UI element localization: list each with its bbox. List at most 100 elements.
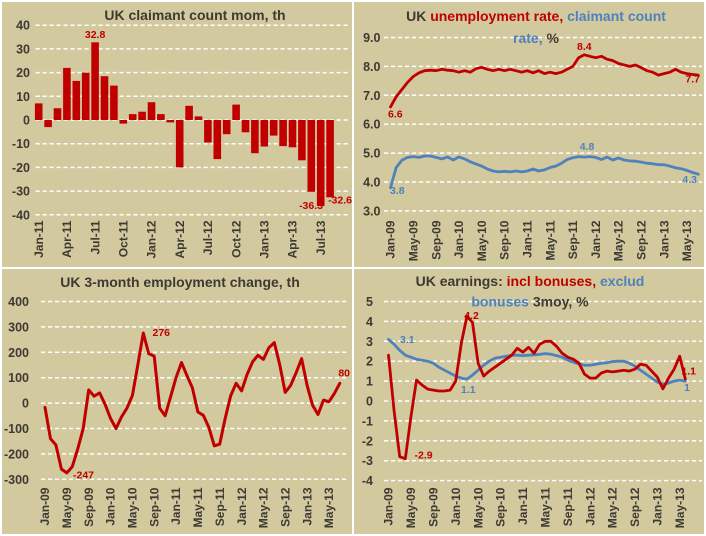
svg-text:Jan-10: Jan-10 <box>104 487 118 525</box>
svg-text:Jan-13: Jan-13 <box>258 220 272 258</box>
svg-text:1.1: 1.1 <box>461 384 476 396</box>
svg-text:May-12: May-12 <box>257 487 271 528</box>
svg-text:Jan-13: Jan-13 <box>651 487 665 525</box>
svg-text:-200: -200 <box>4 447 29 461</box>
svg-text:Jan-10: Jan-10 <box>449 487 463 525</box>
svg-text:UK unemployment rate, claimant: UK unemployment rate, claimant count <box>406 8 666 24</box>
svg-text:May-11: May-11 <box>543 220 557 260</box>
svg-text:May-10: May-10 <box>126 487 140 528</box>
svg-text:Sep-12: Sep-12 <box>635 220 649 260</box>
svg-text:May-12: May-12 <box>606 487 620 528</box>
svg-text:UK claimant count mom, th: UK claimant count mom, th <box>104 7 285 23</box>
svg-text:Jan-10: Jan-10 <box>452 220 466 258</box>
svg-text:5: 5 <box>366 295 373 309</box>
svg-text:Jul-11: Jul-11 <box>88 220 102 254</box>
svg-text:Jan-12: Jan-12 <box>145 220 159 258</box>
svg-text:-20: -20 <box>12 161 30 175</box>
svg-text:Sep-09: Sep-09 <box>427 487 441 527</box>
svg-text:May-09: May-09 <box>407 220 421 261</box>
svg-text:Jul-13: Jul-13 <box>314 220 328 255</box>
svg-text:4: 4 <box>366 315 373 329</box>
svg-text:3.1: 3.1 <box>400 334 415 346</box>
svg-text:Apr-12: Apr-12 <box>173 220 187 258</box>
svg-text:May-13: May-13 <box>673 487 687 528</box>
svg-text:276: 276 <box>153 327 171 339</box>
svg-text:0: 0 <box>22 397 29 411</box>
svg-text:Oct-12: Oct-12 <box>229 220 243 258</box>
svg-text:4.0: 4.0 <box>363 176 380 190</box>
svg-text:rate, %: rate, % <box>513 30 559 46</box>
svg-text:Sep-10: Sep-10 <box>494 487 508 527</box>
svg-text:-247: -247 <box>73 469 94 481</box>
svg-text:May-12: May-12 <box>612 220 626 261</box>
svg-text:-4: -4 <box>362 474 373 488</box>
svg-text:Sep-09: Sep-09 <box>429 220 443 260</box>
svg-text:May-09: May-09 <box>60 487 74 528</box>
svg-text:4.3: 4.3 <box>682 174 697 186</box>
svg-text:Oct-11: Oct-11 <box>117 220 131 257</box>
svg-text:bonuses 3moy, %: bonuses 3moy, % <box>471 294 589 310</box>
svg-text:40: 40 <box>16 19 30 33</box>
svg-text:Sep-12: Sep-12 <box>628 487 642 527</box>
svg-text:8.0: 8.0 <box>363 60 380 74</box>
svg-text:400: 400 <box>8 295 29 309</box>
svg-text:3.0: 3.0 <box>363 204 380 218</box>
svg-text:Jan-13: Jan-13 <box>657 220 671 258</box>
svg-text:200: 200 <box>8 346 29 360</box>
svg-text:0: 0 <box>366 395 373 409</box>
svg-text:Apr-13: Apr-13 <box>286 220 300 258</box>
svg-text:1.1: 1.1 <box>681 366 696 378</box>
svg-text:May-13: May-13 <box>322 487 336 528</box>
svg-text:100: 100 <box>8 371 29 385</box>
svg-text:UK earnings: incl bonuses, exc: UK earnings: incl bonuses, exclud <box>416 273 645 289</box>
svg-text:May-11: May-11 <box>539 487 553 527</box>
svg-text:Sep-11: Sep-11 <box>561 487 575 526</box>
svg-text:80: 80 <box>338 368 350 380</box>
svg-text:Jan-12: Jan-12 <box>235 487 249 525</box>
svg-text:Jan-09: Jan-09 <box>38 487 52 525</box>
svg-text:Jan-11: Jan-11 <box>516 487 530 525</box>
svg-text:Apr-11: Apr-11 <box>60 220 74 258</box>
svg-text:6.0: 6.0 <box>363 118 380 132</box>
svg-text:May-11: May-11 <box>191 487 205 527</box>
svg-text:Jan-11: Jan-11 <box>521 220 535 258</box>
svg-text:4.8: 4.8 <box>580 141 595 153</box>
svg-text:4.2: 4.2 <box>464 310 479 322</box>
svg-text:300: 300 <box>8 320 29 334</box>
svg-text:Jan-12: Jan-12 <box>589 220 603 258</box>
svg-text:9.0: 9.0 <box>363 31 380 45</box>
svg-text:May-10: May-10 <box>475 220 489 261</box>
svg-text:Sep-10: Sep-10 <box>147 487 161 527</box>
svg-text:-40: -40 <box>12 208 30 222</box>
svg-text:-2: -2 <box>362 434 373 448</box>
svg-text:-3: -3 <box>362 454 373 468</box>
svg-text:7.0: 7.0 <box>363 89 380 103</box>
svg-text:UK 3-month employment change,: UK 3-month employment change, th <box>60 274 300 290</box>
svg-text:3.8: 3.8 <box>390 185 405 197</box>
svg-text:7.7: 7.7 <box>685 74 700 86</box>
svg-text:Sep-11: Sep-11 <box>566 220 580 259</box>
svg-text:32.8: 32.8 <box>85 29 106 41</box>
svg-text:1: 1 <box>684 382 690 394</box>
svg-text:3: 3 <box>366 335 373 349</box>
svg-text:Sep-09: Sep-09 <box>82 487 96 527</box>
svg-text:Jan-12: Jan-12 <box>583 487 597 525</box>
svg-text:-32.6: -32.6 <box>328 195 352 207</box>
svg-text:Jan-11: Jan-11 <box>169 487 183 525</box>
svg-text:10: 10 <box>16 90 30 104</box>
svg-text:May-13: May-13 <box>680 220 694 261</box>
svg-text:-10: -10 <box>12 137 30 151</box>
svg-text:5.0: 5.0 <box>363 147 380 161</box>
svg-text:1: 1 <box>366 375 373 389</box>
svg-text:Jan-13: Jan-13 <box>300 487 314 525</box>
svg-text:Jan-11: Jan-11 <box>32 220 46 258</box>
svg-text:Sep-11: Sep-11 <box>213 487 227 526</box>
svg-text:Jul-12: Jul-12 <box>201 220 215 255</box>
svg-text:Sep-12: Sep-12 <box>278 487 292 527</box>
svg-text:6.6: 6.6 <box>388 109 403 121</box>
svg-text:0: 0 <box>23 114 30 128</box>
svg-text:-100: -100 <box>4 422 29 436</box>
svg-text:Sep-10: Sep-10 <box>498 220 512 260</box>
svg-text:Jan-09: Jan-09 <box>382 487 396 525</box>
svg-text:Jan-09: Jan-09 <box>384 220 398 258</box>
